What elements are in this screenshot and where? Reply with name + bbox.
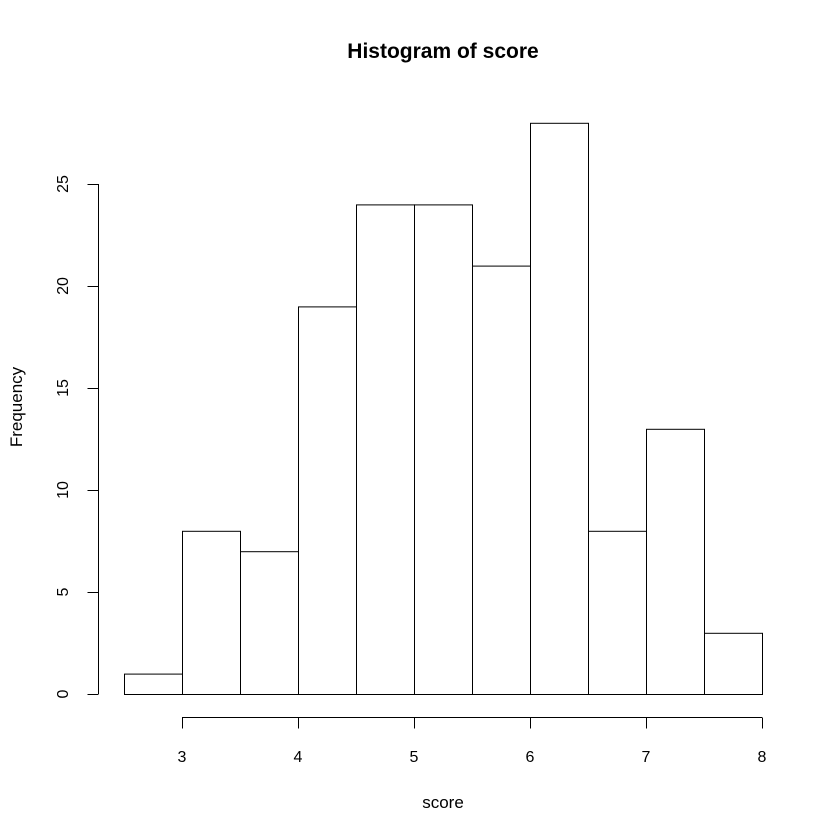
histogram-bar — [298, 306, 357, 695]
y-tick-label: 0 — [55, 689, 72, 698]
histogram-bar — [588, 530, 647, 695]
y-tick-label: 5 — [55, 587, 72, 596]
y-tick-label: 25 — [55, 175, 72, 193]
histogram-bar — [356, 204, 415, 695]
x-axis: 3 4 5 6 7 8 — [178, 717, 767, 766]
histogram-bar — [646, 428, 705, 695]
x-tick-label: 8 — [758, 749, 767, 766]
histogram-bar — [182, 530, 241, 695]
x-tick-label: 7 — [642, 749, 651, 766]
histogram-bar — [472, 265, 531, 695]
y-tick-label: 15 — [55, 379, 72, 397]
histogram-bar — [530, 122, 589, 696]
x-tick-label: 6 — [526, 749, 535, 766]
x-axis-label: score — [422, 793, 464, 812]
x-tick-label: 3 — [178, 749, 187, 766]
bars-group — [124, 122, 763, 696]
chart-title: Histogram of score — [347, 40, 538, 63]
x-tick-label: 5 — [410, 749, 419, 766]
histogram-bar — [124, 673, 183, 695]
x-tick-label: 4 — [294, 749, 303, 766]
histogram-bar — [240, 551, 299, 696]
y-axis-label: Frequency — [7, 366, 26, 447]
y-tick-label: 20 — [55, 277, 72, 295]
y-axis: 0 5 10 15 20 25 — [55, 175, 99, 698]
histogram-bar — [414, 204, 473, 695]
y-tick-label: 10 — [55, 481, 72, 499]
histogram-bar — [704, 632, 763, 695]
